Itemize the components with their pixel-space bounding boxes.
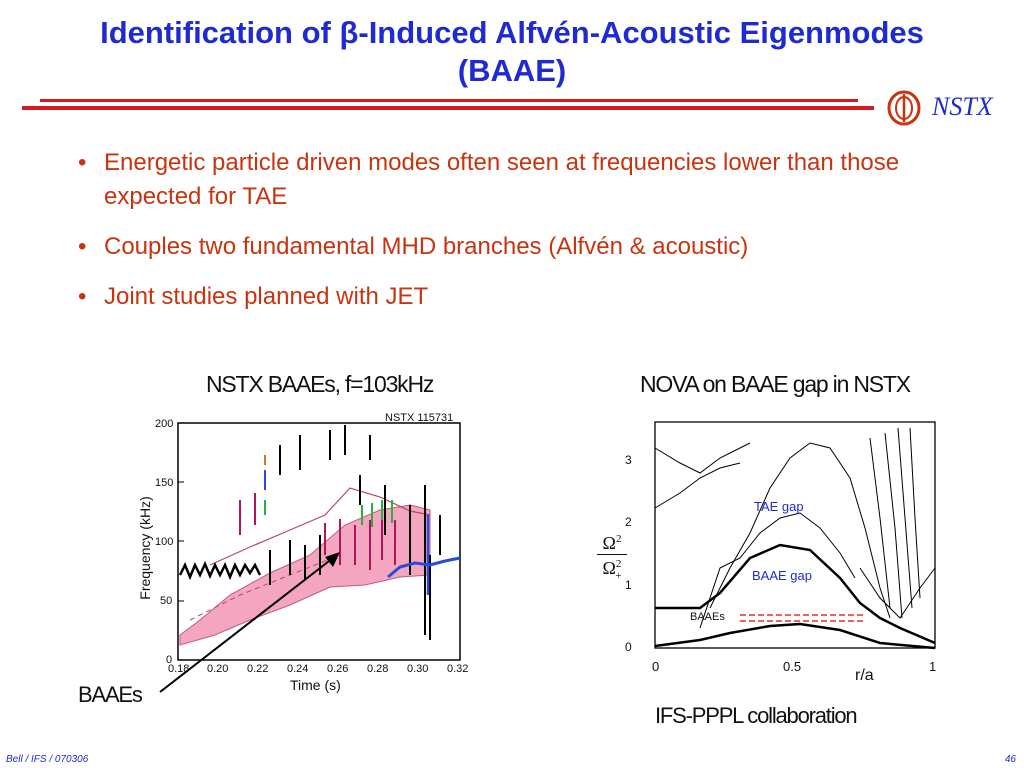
x-tick: 0.20	[207, 663, 229, 675]
x-tick: 0.30	[407, 663, 429, 675]
right-x-tick: 0	[652, 659, 660, 674]
nstx-logo-text: NSTX	[932, 92, 993, 121]
x-tick: 0.32	[447, 663, 469, 675]
tae-gap-label: TAE gap	[754, 499, 804, 514]
bullet-list: Energetic particle driven modes often se…	[78, 146, 978, 330]
x-tick: 0.28	[367, 663, 389, 675]
y-tick-100: 100	[155, 536, 174, 548]
nstx-logo-icon	[887, 90, 921, 126]
right-x-tick: 0.5	[783, 659, 802, 674]
slide-title-line1: Identification of β-Induced Alfvén-Acous…	[100, 15, 924, 50]
right-x-axis-label: r/a	[855, 667, 874, 684]
footer-credit: Bell / IFS / 070306	[6, 754, 89, 765]
right-y-tick-0: 0	[625, 640, 632, 654]
title-rule-lower	[22, 106, 874, 110]
slide-title: Identification of β-Induced Alfvén-Acous…	[0, 14, 1024, 90]
right-y-tick-1: 1	[625, 578, 632, 592]
page-number: 46	[1004, 754, 1016, 765]
bullet-item: Energetic particle driven modes often se…	[78, 146, 924, 214]
baaes-annotation: BAAEs	[78, 682, 143, 707]
y-tick-0: 0	[166, 654, 173, 666]
x-tick: 0.18	[168, 663, 190, 675]
x-tick: 0.26	[327, 663, 349, 675]
right-figure-title: NOVA on BAAE gap in NSTX	[640, 371, 911, 397]
left-figure-title: NSTX BAAEs, f=103kHz	[206, 371, 434, 397]
annotation-arrow-icon	[159, 552, 340, 693]
baae-gap-label: BAAE gap	[752, 568, 812, 583]
bullet-item: Joint studies planned with JET	[78, 280, 978, 314]
right-y-axis-label: Ω2 Ω2+	[597, 533, 627, 585]
left-x-axis-label: Time (s)	[290, 677, 341, 693]
right-y-tick-3: 3	[625, 453, 632, 467]
right-y-tick-2: 2	[625, 515, 632, 529]
collaboration-caption: IFS-PPPL collaboration	[655, 703, 858, 728]
x-tick: 0.22	[247, 663, 269, 675]
title-rule-upper	[40, 99, 858, 102]
x-tick: 0.24	[287, 663, 309, 675]
y-tick-50: 50	[160, 595, 173, 607]
right-x-tick: 1	[929, 659, 937, 674]
left-y-axis-label: Frequency (kHz)	[137, 496, 153, 600]
y-tick-200: 200	[155, 418, 174, 430]
y-tick-150: 150	[155, 477, 174, 489]
spectrogram-plot	[177, 422, 461, 661]
nova-gap-plot	[654, 421, 936, 650]
shot-label: NSTX 115731	[385, 412, 454, 424]
slide-title-line2: (BAAE)	[457, 53, 567, 88]
bullet-item: Couples two fundamental MHD branches (Al…	[78, 230, 978, 264]
baaes-label: BAAEs	[690, 611, 725, 623]
